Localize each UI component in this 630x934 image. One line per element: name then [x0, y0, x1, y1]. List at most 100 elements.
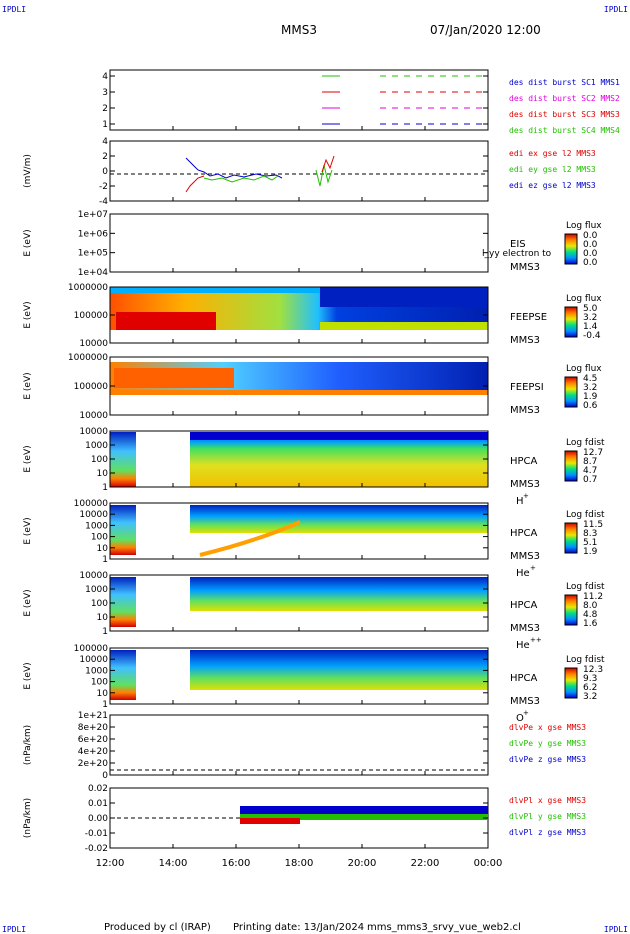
y-axis-label: E (eV)	[23, 229, 33, 256]
colorbar-tick-label: 6.2	[583, 683, 597, 693]
panel-eis	[109, 213, 489, 273]
panel-dpe	[109, 714, 489, 776]
edi-ez-trace	[185, 157, 283, 179]
colorbar	[564, 594, 578, 626]
spectrogram-left	[110, 577, 136, 627]
y-tick-label: 2	[102, 152, 108, 162]
spectrogram-left	[110, 650, 136, 700]
spacecraft-label: MMS3	[510, 479, 540, 490]
panel-dpi	[109, 787, 489, 849]
y-tick-label: 10	[97, 544, 109, 554]
colorbar-tick-label: 11.5	[583, 520, 603, 530]
colorbar-tick-label: 12.3	[583, 665, 603, 675]
legend-entry: des dist burst SC3 MMS3	[509, 110, 620, 119]
overlay-label: l_yy electron to	[482, 249, 552, 259]
burst-marks	[322, 75, 482, 125]
axis-ticks	[109, 75, 489, 849]
spacecraft-label: MMS3	[510, 551, 540, 562]
spectrogram-high-energy	[110, 287, 488, 293]
corner-label-bottom-left: IPDLI	[2, 925, 26, 934]
dpi-x-trace	[240, 818, 300, 824]
panel-frame	[109, 69, 489, 131]
colorbar-tick-label: 1.6	[583, 619, 598, 629]
y-tick-label: 100000	[74, 644, 109, 654]
y-tick-label: 1000000	[68, 283, 108, 293]
colorbar-tick-label: 3.2	[583, 692, 597, 702]
y-tick-label: 4	[102, 137, 108, 147]
colorbar-title: Log fdist	[566, 510, 605, 520]
instrument-label: HPCA	[510, 600, 538, 611]
y-tick-label: 1e+07	[78, 210, 108, 220]
panel-hpca-he1	[109, 502, 489, 560]
y-tick-label: 4	[102, 72, 108, 82]
legends: des dist burst SC1 MMS1 des dist burst SC…	[482, 78, 620, 837]
y-tick-label: 1000000	[68, 353, 108, 363]
colorbar	[564, 667, 578, 699]
spectrogram-main	[190, 577, 488, 611]
colorbar-tick-label: 5.1	[583, 538, 597, 548]
species-label: He	[516, 568, 530, 579]
y-axis-label: E (eV)	[23, 589, 33, 616]
y-tick-label: 100	[91, 455, 108, 465]
legend-entry: des dist burst SC4 MMS4	[509, 126, 620, 135]
spacecraft-label: MMS3	[510, 623, 540, 634]
colorbar-tick-label: 12.7	[583, 448, 603, 458]
colorbar-tick-label: 0.6	[583, 401, 598, 411]
spectrogram-core	[114, 368, 234, 388]
footer-produced: Produced by cl (IRAP)	[104, 922, 211, 933]
legend-entry: dlvPl z gse MMS3	[509, 828, 586, 837]
y-tick-label: 1000	[85, 666, 108, 676]
panel-hpca-o	[109, 647, 489, 705]
x-tick-label: 18:00	[285, 858, 314, 869]
x-tick-label: 14:00	[159, 858, 188, 869]
y-tick-label: 1	[102, 700, 108, 710]
dpi-y-trace	[240, 814, 488, 820]
colorbar-tick-label: -0.4	[583, 331, 601, 341]
colorbar	[564, 233, 578, 265]
y-tick-label: 10	[97, 689, 109, 699]
y-axis-label: (mV/m)	[23, 154, 33, 188]
colorbar-tick-label: 4.5	[583, 374, 597, 384]
colorbar-tick-label: 4.7	[583, 466, 597, 476]
legend-entry: edi ex gse l2 MMS3	[509, 149, 596, 158]
colorbar-tick-label: 1.4	[583, 322, 598, 332]
spacecraft-label: MMS3	[510, 335, 540, 346]
corner-label-top-left: IPDLI	[2, 5, 26, 14]
y-tick-label: 1e+04	[78, 268, 109, 278]
species-label: O	[516, 713, 524, 724]
y-tick-label: 4e+20	[78, 747, 109, 757]
y-axis-label: (nPa/km)	[23, 725, 33, 765]
panel-burst	[109, 69, 489, 131]
legend-entry: edi ey gse l2 MMS3	[509, 165, 596, 174]
y-tick-label: 1	[102, 555, 108, 565]
y-tick-label: 0	[102, 771, 108, 781]
x-tick-label: 20:00	[348, 858, 377, 869]
y-tick-label: 3	[102, 88, 108, 98]
y-tick-label: 1	[102, 483, 108, 493]
y-tick-label: 1000	[85, 521, 108, 531]
panel-hpca-he2	[109, 574, 489, 632]
spacecraft-label: MMS3	[510, 696, 540, 707]
y-tick-label: 10000	[79, 510, 108, 520]
spectrogram-high-energy	[190, 432, 488, 440]
y-tick-label: 0.01	[88, 799, 108, 809]
spacecraft-label: MMS3	[510, 262, 540, 273]
panel-hpca-h	[109, 430, 489, 488]
y-axis-label: E (eV)	[23, 662, 33, 689]
colorbar-tick-label: 8.0	[583, 601, 598, 611]
panel-feepse	[109, 286, 489, 344]
species-charge: +	[523, 492, 529, 500]
y-tick-label: 10000	[79, 655, 108, 665]
y-tick-label: -4	[99, 197, 108, 207]
instrument-label: FEEPSI	[510, 382, 544, 393]
colorbar-tick-label: 8.3	[583, 529, 597, 539]
colorbar-tick-label: 0.0	[583, 249, 598, 259]
y-tick-label: 10000	[79, 339, 108, 349]
y-tick-label: 6e+20	[78, 735, 109, 745]
species-charge: +	[530, 564, 536, 572]
x-tick-label: 00:00	[474, 858, 503, 869]
axis-labels: 4 3 2 1 4 2 0 -2 -4 (mV/m) 1e+07 1e+06 1e+05 1e+04 E (…	[23, 72, 502, 869]
y-tick-label: -0.02	[85, 844, 108, 854]
colorbar-title: Log flux	[566, 294, 602, 304]
y-axis-label: E (eV)	[23, 301, 33, 328]
